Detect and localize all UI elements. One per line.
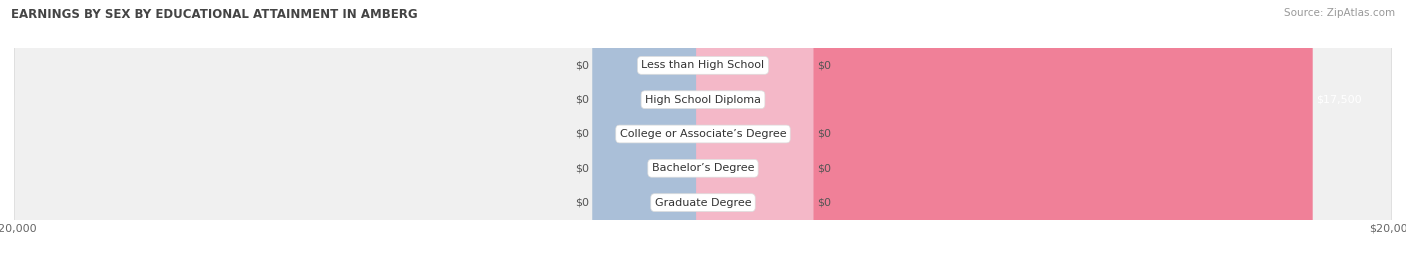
- FancyBboxPatch shape: [593, 0, 710, 268]
- FancyBboxPatch shape: [593, 0, 710, 268]
- Text: $0: $0: [817, 129, 831, 139]
- Text: Bachelor’s Degree: Bachelor’s Degree: [652, 163, 754, 173]
- Text: $0: $0: [575, 198, 589, 208]
- FancyBboxPatch shape: [696, 0, 813, 268]
- Text: College or Associate’s Degree: College or Associate’s Degree: [620, 129, 786, 139]
- Text: Graduate Degree: Graduate Degree: [655, 198, 751, 208]
- Text: $0: $0: [817, 60, 831, 70]
- FancyBboxPatch shape: [593, 0, 710, 268]
- FancyBboxPatch shape: [696, 0, 813, 268]
- Text: $17,500: $17,500: [1316, 95, 1362, 105]
- FancyBboxPatch shape: [696, 0, 1313, 268]
- Text: $0: $0: [817, 163, 831, 173]
- Text: $0: $0: [575, 129, 589, 139]
- FancyBboxPatch shape: [696, 0, 813, 268]
- FancyBboxPatch shape: [696, 0, 813, 268]
- Text: $0: $0: [575, 95, 589, 105]
- Text: Less than High School: Less than High School: [641, 60, 765, 70]
- FancyBboxPatch shape: [14, 0, 1392, 268]
- Text: $0: $0: [575, 60, 589, 70]
- FancyBboxPatch shape: [14, 0, 1392, 268]
- Text: $0: $0: [817, 198, 831, 208]
- FancyBboxPatch shape: [593, 0, 710, 268]
- FancyBboxPatch shape: [14, 0, 1392, 268]
- FancyBboxPatch shape: [14, 0, 1392, 268]
- Text: Source: ZipAtlas.com: Source: ZipAtlas.com: [1284, 8, 1395, 18]
- FancyBboxPatch shape: [593, 0, 710, 268]
- Text: High School Diploma: High School Diploma: [645, 95, 761, 105]
- Text: EARNINGS BY SEX BY EDUCATIONAL ATTAINMENT IN AMBERG: EARNINGS BY SEX BY EDUCATIONAL ATTAINMEN…: [11, 8, 418, 21]
- Text: $0: $0: [575, 163, 589, 173]
- FancyBboxPatch shape: [14, 0, 1392, 268]
